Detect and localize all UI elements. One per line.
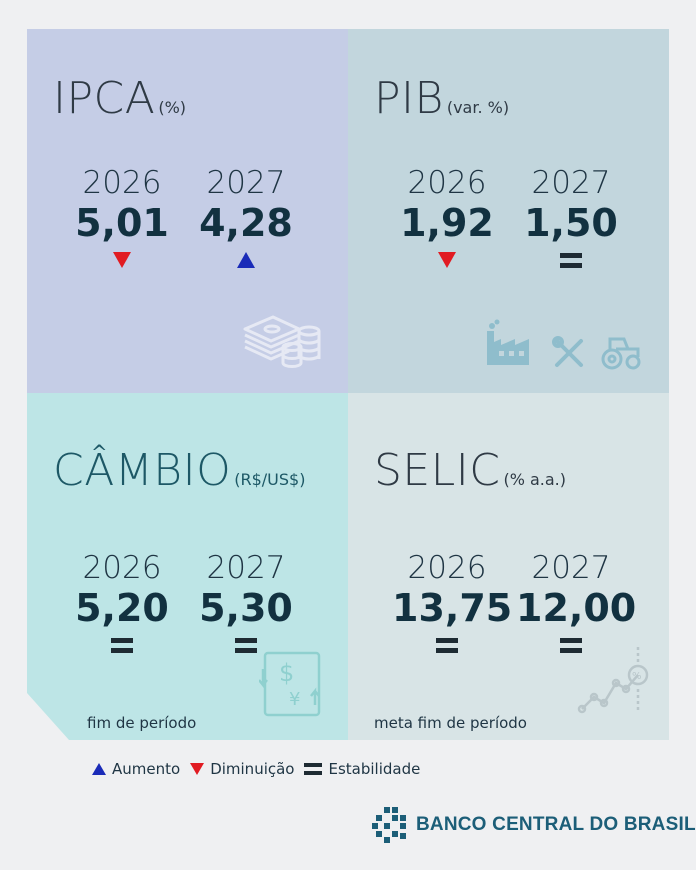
title-text: CÂMBIO <box>53 445 232 496</box>
year-label: 2026 <box>82 165 162 201</box>
forecast-2026: 2026 5,20 <box>67 550 177 658</box>
trend-indicator <box>392 632 502 658</box>
legend-item-stable: Estabilidade <box>304 760 420 778</box>
decrease-icon <box>190 763 205 775</box>
legend-item-decrease: Diminuição <box>190 760 294 778</box>
rate-chart-icon: % <box>577 647 649 714</box>
title-unit: (R$/US$) <box>234 470 306 489</box>
year-label: 2026 <box>407 165 487 201</box>
panel-title: CÂMBIO (R$/US$) <box>53 445 305 496</box>
stable-icon <box>436 637 458 653</box>
trend-indicator <box>191 632 301 658</box>
trend-indicator <box>67 247 177 273</box>
forecast-value: 12,00 <box>516 586 637 630</box>
year-label: 2026 <box>407 550 487 586</box>
year-label: 2026 <box>82 550 162 586</box>
money-coins-icon <box>243 315 321 368</box>
bcb-logo-icon <box>372 807 406 843</box>
currency-exchange-icon: $ ¥ <box>259 651 321 717</box>
factory-icon <box>487 319 529 365</box>
svg-text:$: $ <box>279 659 294 687</box>
title-text: PIB <box>374 73 444 124</box>
legend-label: Diminuição <box>210 760 295 778</box>
trend-indicator <box>67 632 177 658</box>
stable-icon <box>111 637 133 653</box>
legend-label: Estabilidade <box>328 760 421 778</box>
footnote: meta fim de período <box>374 714 527 732</box>
stable-icon <box>235 637 257 653</box>
forecast-value: 1,92 <box>400 201 494 245</box>
legend-item-increase: Aumento <box>92 760 180 778</box>
decrease-icon <box>438 252 456 268</box>
panel-pib: PIB (var. %) 2026 1,92 2027 1,50 <box>348 29 669 393</box>
svg-text:%: % <box>632 671 642 682</box>
forecast-2027: 2027 1,50 <box>516 165 626 273</box>
panel-title: IPCA (%) <box>53 73 186 124</box>
brand: BANCO CENTRAL DO BRASIL <box>370 805 696 845</box>
tools-icon <box>552 336 583 367</box>
trend-indicator <box>392 247 502 273</box>
stable-icon <box>560 252 582 268</box>
forecast-2027: 2027 5,30 <box>191 550 301 658</box>
trend-indicator <box>191 247 301 273</box>
year-label: 2027 <box>531 550 611 586</box>
forecast-2027: 2027 4,28 <box>191 165 301 273</box>
forecast-value: 13,75 <box>392 586 513 630</box>
svg-text:¥: ¥ <box>289 689 300 710</box>
forecast-2026: 2026 13,75 <box>392 550 513 658</box>
trend-indicator <box>516 632 626 658</box>
panel-selic: SELIC (% a.a.) 2026 13,75 2027 12,00 % me… <box>348 393 669 740</box>
stable-icon <box>304 763 323 775</box>
legend-label: Aumento <box>112 760 181 778</box>
legend: Aumento Diminuição Estabilidade <box>92 760 430 778</box>
increase-icon <box>237 252 255 268</box>
stable-icon <box>560 637 582 653</box>
year-label: 2027 <box>531 165 611 201</box>
forecast-value: 4,28 <box>199 201 293 245</box>
forecast-2026: 2026 1,92 <box>392 165 502 273</box>
panel-title: PIB (var. %) <box>374 73 509 124</box>
title-unit: (% a.a.) <box>503 470 567 489</box>
footnote: fim de período <box>87 714 197 732</box>
year-label: 2027 <box>206 550 286 586</box>
year-label: 2027 <box>206 165 286 201</box>
forecast-value: 5,01 <box>75 201 169 245</box>
title-text: SELIC <box>374 445 501 496</box>
forecast-value: 1,50 <box>524 201 618 245</box>
trend-indicator <box>516 247 626 273</box>
title-unit: (%) <box>158 98 187 117</box>
panel-ipca: IPCA (%) 2026 5,01 2027 4,28 <box>27 29 348 393</box>
panel-cambio: CÂMBIO (R$/US$) 2026 5,20 2027 5,30 $ ¥ f… <box>27 393 348 740</box>
title-text: IPCA <box>53 73 156 124</box>
forecast-value: 5,20 <box>75 586 169 630</box>
tractor-icon <box>601 337 641 370</box>
panel-title: SELIC (% a.a.) <box>374 445 566 496</box>
brand-name: BANCO CENTRAL DO BRASIL <box>416 814 696 835</box>
forecast-2026: 2026 5,01 <box>67 165 177 273</box>
forecast-2027: 2027 12,00 <box>516 550 637 658</box>
forecast-value: 5,30 <box>199 586 293 630</box>
decrease-icon <box>113 252 131 268</box>
title-unit: (var. %) <box>446 98 510 117</box>
increase-icon <box>92 763 106 775</box>
